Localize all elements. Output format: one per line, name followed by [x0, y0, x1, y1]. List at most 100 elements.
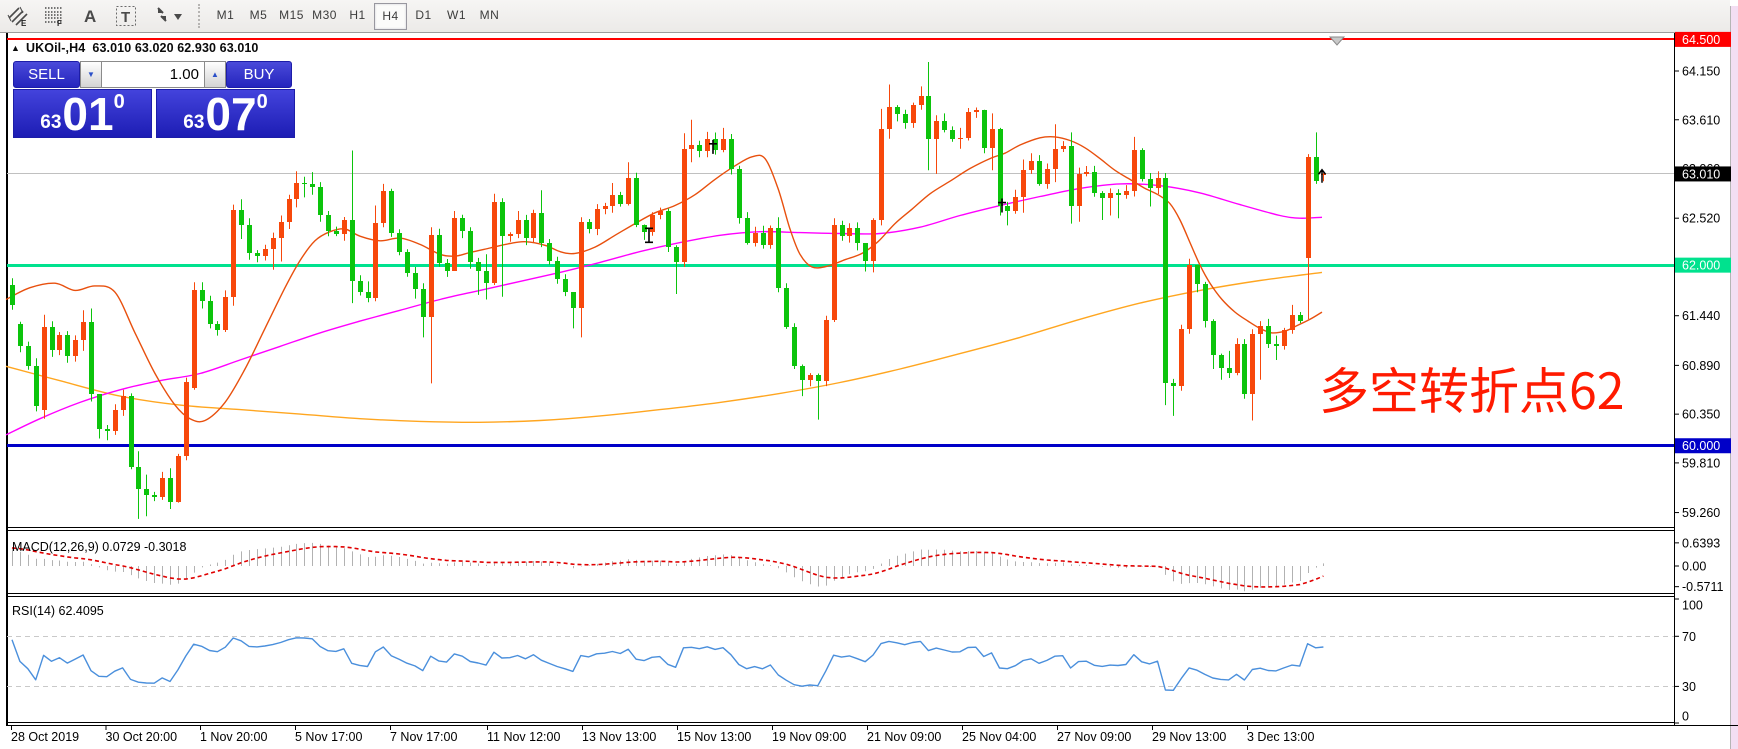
time-axis[interactable]: 28 Oct 2019 30 Oct 20:00 1 Nov 20:00 5 Nov … [11, 726, 1314, 744]
sell-quote-panel[interactable]: 63 01 0 [13, 89, 152, 138]
text-label-icon[interactable]: A [76, 3, 104, 30]
chart-objects [645, 36, 1346, 244]
svg-text:0.6393: 0.6393 [1682, 536, 1720, 550]
timeframe-button-w1[interactable]: W1 [447, 7, 466, 22]
buy-price-sup: 0 [256, 91, 268, 113]
fibonacci-icon[interactable]: F [40, 3, 68, 30]
svg-text:29 Nov 13:00: 29 Nov 13:00 [1152, 730, 1226, 744]
svg-text:5 Nov 17:00: 5 Nov 17:00 [295, 730, 362, 744]
buy-price-prefix: 63 [183, 112, 205, 133]
buy-price-big: 07 [205, 88, 257, 140]
svg-text:30 Oct 20:00: 30 Oct 20:00 [106, 730, 178, 744]
volume-increase-button[interactable]: ▲ [204, 61, 226, 88]
volume-decrease-button[interactable]: ▼ [80, 61, 102, 88]
svg-text:70: 70 [1682, 630, 1696, 644]
svg-text:0.00: 0.00 [1682, 560, 1706, 574]
ma-slow-line [5, 271, 1323, 424]
price-box-64.500 [1675, 31, 1731, 47]
timeframe-button-m5[interactable]: M5 [249, 7, 268, 22]
ma-fast-line [5, 135, 1323, 423]
toolbar-separator [198, 4, 203, 28]
svg-text:64.150: 64.150 [1682, 65, 1720, 79]
candles [10, 62, 1326, 519]
svg-text:63.010: 63.010 [1682, 167, 1720, 181]
sell-price-big: 01 [62, 88, 114, 140]
svg-text:60.890: 60.890 [1682, 359, 1720, 373]
svg-text:1 Nov 20:00: 1 Nov 20:00 [200, 730, 267, 744]
svg-text:T: T [121, 9, 130, 26]
timeframe-button-m30[interactable]: M30 [312, 7, 337, 22]
svg-text:27 Nov 09:00: 27 Nov 09:00 [1057, 730, 1131, 744]
annotation-text[interactable] [1322, 366, 1622, 414]
horizontal-lines [7, 38, 1674, 447]
rsi-label: RSI(14) 62.4095 [12, 604, 104, 618]
price-box-62.000 [1675, 257, 1731, 273]
dagger-marker[interactable] [709, 139, 717, 154]
ibeam-marker[interactable] [645, 227, 653, 244]
price-box-60.000 [1675, 438, 1731, 454]
timeframe-button-m15[interactable]: M15 [279, 7, 304, 22]
right-edge-strip [1731, 6, 1738, 749]
svg-text:60.350: 60.350 [1682, 408, 1720, 422]
svg-text:63.610: 63.610 [1682, 113, 1720, 127]
svg-text:64.500: 64.500 [1682, 33, 1720, 47]
ma-mid-line [5, 183, 1323, 436]
macd-axis[interactable]: 0.6393 0.00 -0.5711 [1675, 536, 1724, 594]
svg-text:25 Nov 04:00: 25 Nov 04:00 [962, 730, 1036, 744]
one-click-trading-panel: SELL ▼ ▲ BUY 63 01 0 63 07 0 [13, 61, 295, 138]
svg-text:F: F [57, 19, 62, 27]
dagger-marker[interactable] [998, 198, 1006, 213]
svg-text:100: 100 [1682, 599, 1703, 613]
arrows-icon[interactable] [148, 3, 186, 30]
svg-text:3 Dec 13:00: 3 Dec 13:00 [1247, 730, 1314, 744]
rsi-line [11, 637, 1324, 691]
svg-text:60.000: 60.000 [1682, 439, 1720, 453]
rsi-axis[interactable]: 100 70 30 0 [1675, 598, 1703, 724]
svg-text:30: 30 [1682, 680, 1696, 694]
text-tool-icon[interactable]: T [112, 3, 140, 30]
timeframe-buttons: M1 M5 M15 M30 H1 H4 D1 W1 MN [209, 2, 506, 30]
svg-text:-0.5711: -0.5711 [1682, 580, 1724, 594]
timeframe-button-h1[interactable]: H1 [349, 7, 366, 22]
chart-shift-marker[interactable] [1328, 36, 1346, 46]
volume-input[interactable] [102, 61, 204, 88]
up-arrow-marker[interactable] [1317, 168, 1327, 183]
buy-quote-panel[interactable]: 63 07 0 [156, 89, 295, 138]
panel-borders [6, 33, 1738, 726]
symbol-header[interactable]: ▲ UKOil-,H4 63.010 63.020 62.930 63.010 [11, 41, 258, 55]
svg-text:A: A [84, 7, 96, 26]
sell-price-prefix: 63 [40, 112, 62, 133]
price-box-63.010 [1675, 166, 1731, 182]
svg-text:11 Nov 12:00: 11 Nov 12:00 [487, 730, 560, 744]
macd-plot [11, 542, 1324, 592]
sell-price-sup: 0 [113, 91, 125, 113]
macd-signal-line [11, 545, 1324, 588]
svg-text:E: E [21, 19, 27, 27]
svg-text:13 Nov 13:00: 13 Nov 13:00 [582, 730, 656, 744]
svg-text:62.000: 62.000 [1682, 259, 1720, 273]
svg-text:62.520: 62.520 [1682, 212, 1720, 226]
svg-text:19 Nov 09:00: 19 Nov 09:00 [772, 730, 846, 744]
chart-root: 63.06064.15063.61062.52061.44060.89060.3… [5, 6, 1738, 749]
buy-button[interactable]: BUY [226, 61, 292, 88]
timeframe-button-d1[interactable]: D1 [415, 7, 432, 22]
toolbar: E F A T [0, 0, 1730, 33]
collapse-icon[interactable]: ▲ [11, 43, 21, 53]
sell-button[interactable]: SELL [13, 61, 80, 88]
timeframe-button-mn[interactable]: MN [479, 7, 500, 22]
macd-label: MACD(12,26,9) 0.0729 -0.3018 [12, 540, 186, 554]
svg-text:59.260: 59.260 [1682, 506, 1720, 520]
symbol-ohlc: 63.010 63.020 62.930 63.010 [92, 41, 259, 55]
svg-text:28 Oct 2019: 28 Oct 2019 [11, 730, 79, 744]
svg-text:59.810: 59.810 [1682, 456, 1720, 470]
equidistant-channel-icon[interactable]: E [4, 3, 32, 30]
timeframe-button-m1[interactable]: M1 [216, 7, 235, 22]
timeframe-button-h4[interactable]: H4 [374, 2, 407, 30]
price-axis[interactable]: 63.06064.15063.61062.52061.44060.89060.3… [1675, 31, 1731, 520]
svg-text:0: 0 [1682, 710, 1689, 724]
svg-text:7 Nov 17:00: 7 Nov 17:00 [390, 730, 457, 744]
symbol-title: UKOil-,H4 [26, 41, 86, 55]
svg-text:61.440: 61.440 [1682, 309, 1720, 323]
